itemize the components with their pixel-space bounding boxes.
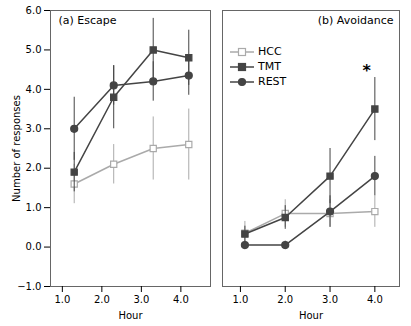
html-text:TMT: TMT xyxy=(258,60,281,73)
svg-text:Hour: Hour xyxy=(299,310,324,321)
svg-text:0.0: 0.0 xyxy=(26,241,42,252)
svg-text:1.0: 1.0 xyxy=(54,294,70,305)
svg-text:(b) Avoidance: (b) Avoidance xyxy=(318,14,394,27)
html-text:HCC: HCC xyxy=(258,45,282,58)
svg-text:6.0: 6.0 xyxy=(26,5,42,16)
svg-text:3.0: 3.0 xyxy=(26,123,42,134)
svg-text:4.0: 4.0 xyxy=(173,294,189,305)
svg-text:(a) Escape: (a) Escape xyxy=(59,14,117,27)
svg-text:1.0: 1.0 xyxy=(26,202,42,213)
svg-text:4.0: 4.0 xyxy=(26,84,42,95)
svg-text:5.0: 5.0 xyxy=(26,44,42,55)
svg-text:1.0: 1.0 xyxy=(232,294,248,305)
svg-text:*: * xyxy=(363,61,372,80)
html-text:REST: REST xyxy=(258,75,287,88)
svg-text:2.0: 2.0 xyxy=(26,162,42,173)
svg-text:2.0: 2.0 xyxy=(94,294,110,305)
svg-text:Number of responses: Number of responses xyxy=(11,95,22,202)
svg-text:3.0: 3.0 xyxy=(322,294,338,305)
svg-text:Hour: Hour xyxy=(118,310,143,321)
svg-text:3.0: 3.0 xyxy=(133,294,149,305)
svg-text:−1.0: −1.0 xyxy=(17,281,41,292)
svg-text:2.0: 2.0 xyxy=(277,294,293,305)
svg-text:4.0: 4.0 xyxy=(367,294,383,305)
